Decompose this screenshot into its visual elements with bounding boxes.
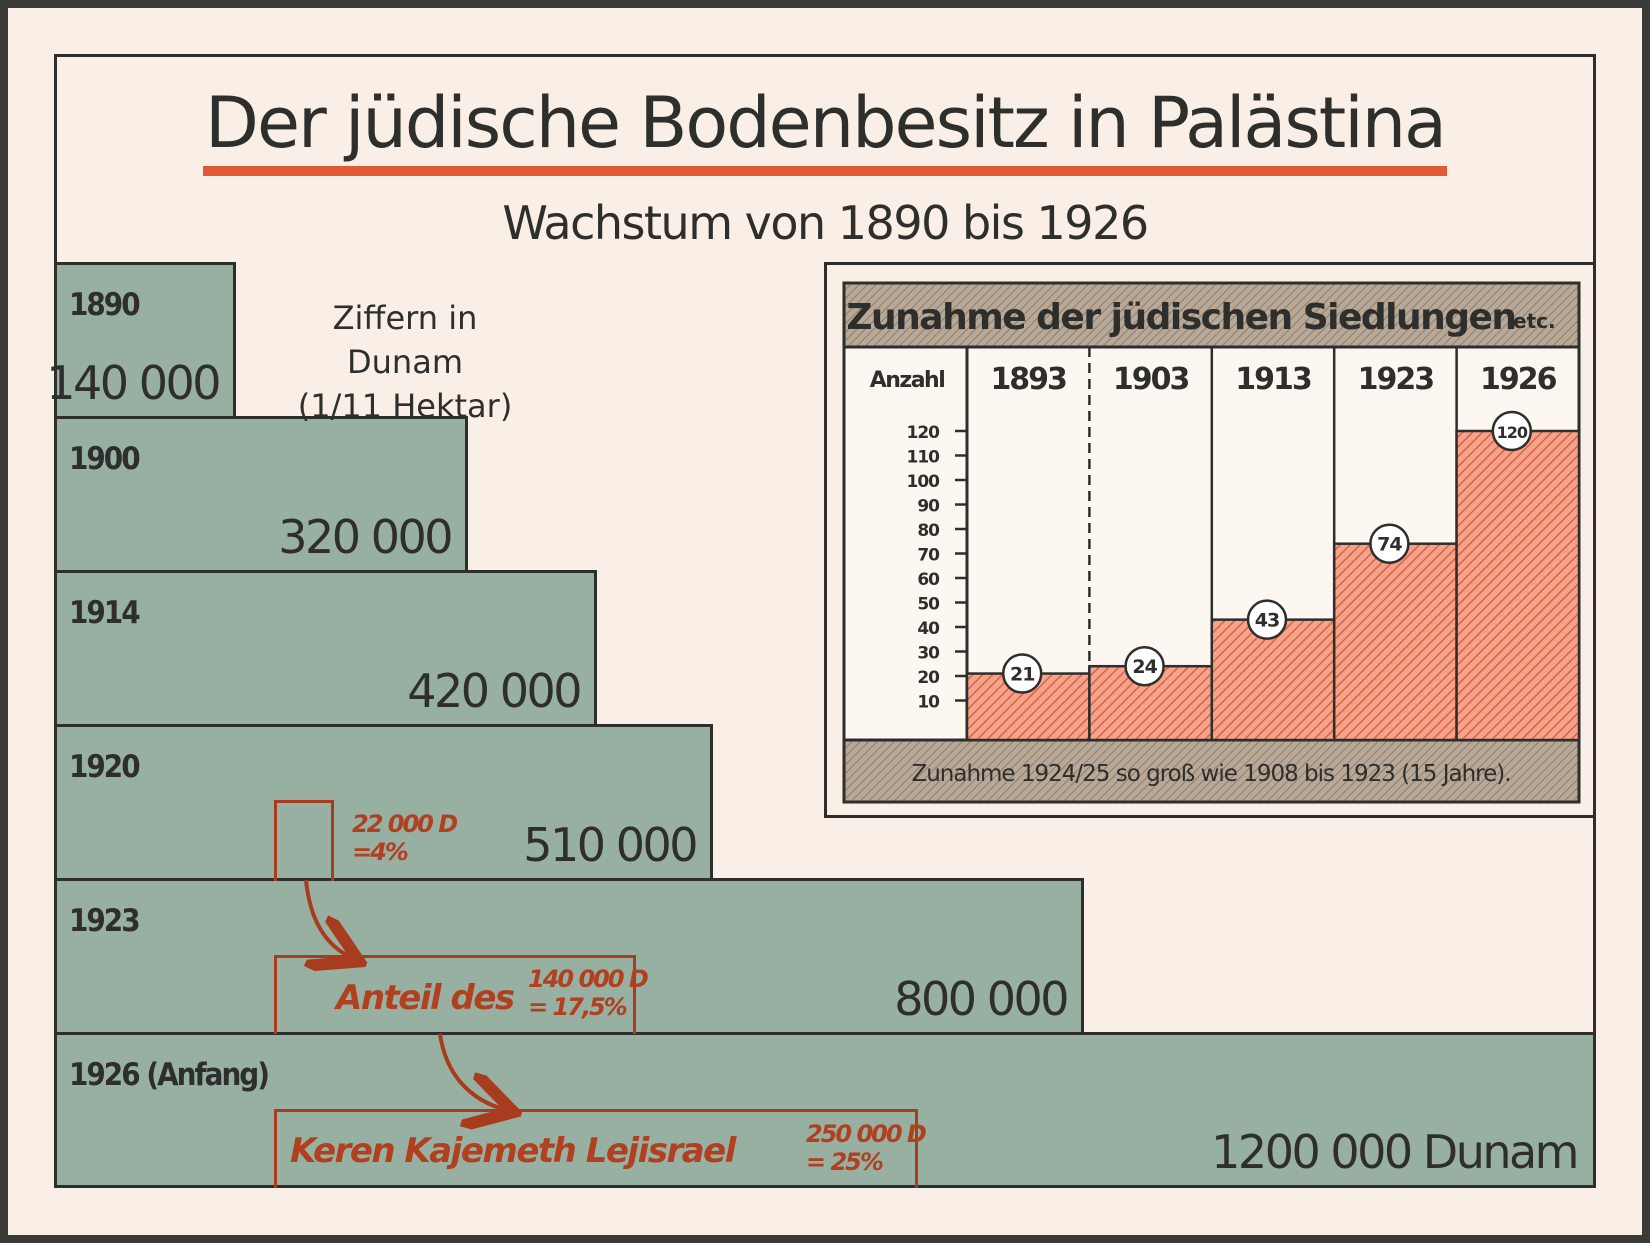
category-label: 1913 (1235, 362, 1311, 397)
page-subtitle: Wachstum von 1890 bis 1926 (502, 196, 1149, 250)
category-label: 1893 (990, 362, 1066, 397)
y-tick-label: 70 (917, 546, 940, 566)
category-label: 1923 (1358, 362, 1434, 397)
y-tick-label: 20 (917, 668, 940, 688)
data-label: 43 (1255, 610, 1279, 632)
kkl-box-1920 (274, 800, 334, 881)
data-label: 24 (1132, 656, 1157, 678)
settlements-chart: Zunahme der jüdischen Siedlungen etc. Zu… (824, 262, 1596, 818)
kkl-1926-label: Keren Kajemeth Lejisrael (290, 1131, 736, 1171)
bar (1455, 429, 1581, 742)
y-tick-label: 30 (917, 644, 940, 664)
band-year: 1890 (69, 287, 141, 323)
band-1900: 1900 320 000 (54, 416, 468, 573)
title-text: Der jüdische Bodenbesitz in Palästina (203, 80, 1447, 176)
kkl-1920-share: =4% (352, 838, 409, 866)
band-value: 800 000 (894, 972, 1069, 1026)
value-badge (1369, 523, 1410, 564)
band-year: 1920 (69, 749, 141, 785)
y-axis-label: Anzahl (870, 368, 945, 393)
page-title: Der jüdische Bodenbesitz in Palästina (0, 80, 1650, 176)
kkl-1920-amount: 22 000 D (352, 810, 458, 838)
kkl-1926-amount: 250 000 D (806, 1120, 927, 1148)
data-label: 21 (1010, 664, 1034, 686)
units-note-line2: (1/11 Hektar) (297, 387, 513, 425)
kkl-box-1923 (274, 955, 636, 1034)
chart-title: Zunahme der jüdischen Siedlungen (846, 297, 1515, 338)
band-value: 1200 000 Dunam (1211, 1125, 1579, 1179)
kkl-1926-figures: 250 000 D = 25% (806, 1120, 927, 1176)
kkl-box-1926 (274, 1109, 918, 1188)
value-badge (1246, 599, 1288, 640)
units-note: Ziffern in Dunam (1/11 Hektar) (270, 296, 540, 428)
y-tick-label: 60 (917, 570, 940, 590)
y-tick-label: 80 (917, 521, 940, 541)
band-year: 1923 (69, 903, 141, 939)
band-value: 510 000 (523, 818, 698, 872)
y-tick-label: 90 (917, 497, 940, 517)
band-year: 1926 (Anfang) (69, 1057, 270, 1093)
value-badge (1001, 653, 1043, 694)
kkl-1926-share: = 25% (806, 1148, 884, 1176)
y-tick-label: 10 (917, 693, 940, 713)
kkl-1920-figures: 22 000 D =4% (352, 810, 458, 866)
band-value: 320 000 (278, 510, 453, 564)
band-year: 1914 (69, 595, 141, 631)
band-value: 420 000 (407, 664, 582, 718)
y-tick-label: 40 (917, 619, 940, 639)
value-badge (1124, 645, 1165, 687)
band-1920: 1920 510 000 (54, 724, 713, 881)
band-1914: 1914 420 000 (54, 570, 597, 727)
units-note-line1: Ziffern in Dunam (332, 299, 478, 381)
y-tick-label: 50 (917, 595, 940, 615)
kkl-1923-figures: 140 000 D = 17,5% (528, 965, 649, 1021)
kkl-1923-label: Anteil des (336, 978, 515, 1018)
band-year: 1900 (69, 441, 141, 477)
category-label: 1903 (1113, 362, 1189, 397)
value-badge (1491, 410, 1533, 452)
kkl-1923-amount: 140 000 D (528, 965, 649, 993)
chart-title-suffix: etc. (1513, 309, 1556, 333)
band-value: 140 000 (46, 356, 221, 410)
kkl-1923-share: = 17,5% (528, 993, 628, 1021)
category-label: 1926 (1480, 362, 1557, 397)
y-axis-ticks: 10 20 30 40 50 60 70 80 90 100 110 120 (907, 423, 967, 713)
chart-labels: 1893 21 1903 24 1913 43 1923 74 1926 120 (990, 362, 1559, 694)
band-1890: 1890 140 000 (46, 262, 236, 419)
chart-footnote: Zunahme 1924/25 so groß wie 1908 bis 192… (911, 761, 1510, 787)
bar (1332, 542, 1458, 742)
settlements-chart-svg: Zunahme der jüdischen Siedlungen etc. Zu… (842, 281, 1581, 804)
y-tick-label: 120 (907, 423, 941, 443)
y-tick-label: 110 (907, 448, 941, 468)
y-tick-label: 100 (907, 472, 941, 492)
chart-footer-band (842, 738, 1581, 804)
data-label: 120 (1497, 423, 1528, 442)
chart-header-band (842, 281, 1581, 349)
bar (1210, 618, 1336, 742)
data-label: 74 (1377, 534, 1402, 556)
